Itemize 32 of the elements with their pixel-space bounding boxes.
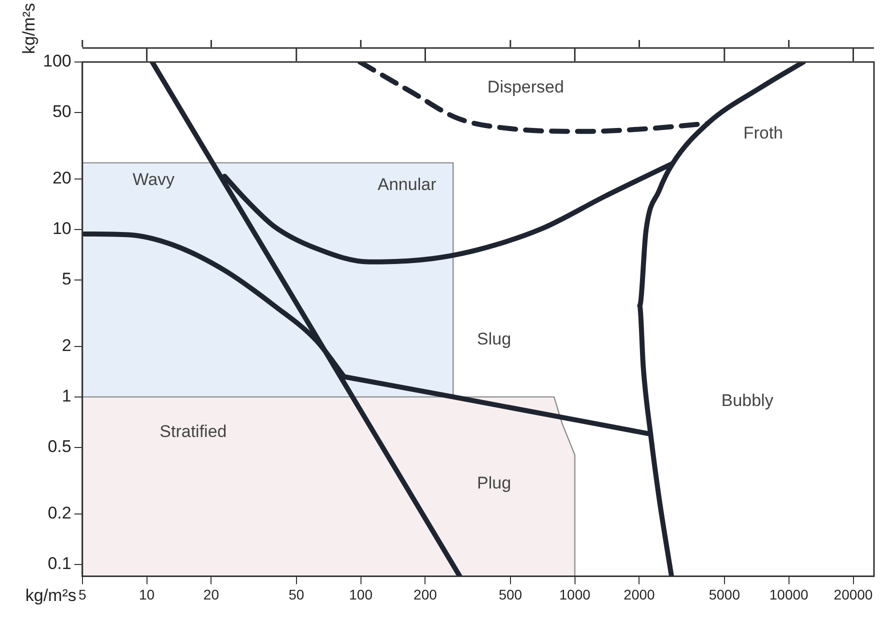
x-tick-label: 20 <box>203 586 220 602</box>
y-tick-label: 10 <box>52 219 72 238</box>
annotation: Dispersed <box>487 77 564 96</box>
annotation: Wavy <box>132 170 176 189</box>
annotation: Slug <box>477 329 512 348</box>
y-tick-label: 0.2 <box>48 504 72 523</box>
y-tick-label: 20 <box>52 168 72 188</box>
annotation: Annular <box>378 175 437 194</box>
x-tick-label: 5 <box>78 586 86 602</box>
x-tick-label: 200 <box>414 586 438 602</box>
x-tick-label: 5000 <box>708 586 740 602</box>
y-tick-label: 0.1 <box>48 554 72 574</box>
y-tick-label: 2 <box>62 336 72 356</box>
annotation: Froth <box>743 124 784 143</box>
annotation: Bubbly <box>721 391 774 410</box>
y-tick-label: 100 <box>42 52 72 71</box>
x-tick-label: 2000 <box>624 586 656 602</box>
x-tick-label: 20000 <box>834 586 873 602</box>
y-tick-label: 0.5 <box>48 437 72 456</box>
x-axis-title: kg/m²s <box>25 586 76 605</box>
y-tick-label: 5 <box>62 270 72 289</box>
x-tick-label: 10000 <box>769 586 809 602</box>
annotation: Stratified <box>160 422 227 441</box>
y-tick-label: 1 <box>62 386 72 406</box>
x-tick-label: 50 <box>288 586 304 602</box>
y-axis-title: kg/m²s <box>20 3 39 54</box>
y-tick-label: 50 <box>52 102 72 122</box>
x-tick-label: 100 <box>349 586 373 602</box>
x-tick-label: 500 <box>498 586 522 602</box>
annotation: Plug <box>477 473 512 492</box>
x-tick-label: 1000 <box>559 586 591 602</box>
x-tick-label: 10 <box>139 586 155 602</box>
